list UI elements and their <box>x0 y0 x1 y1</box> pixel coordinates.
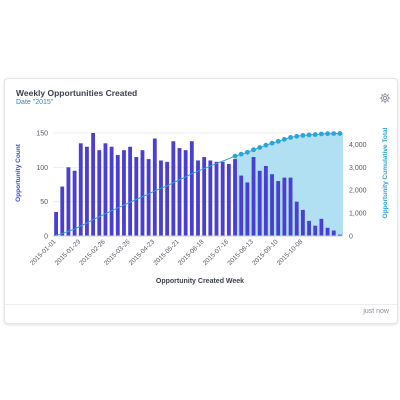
bar <box>239 175 244 236</box>
bar <box>85 146 89 236</box>
bar <box>214 161 219 236</box>
y2-tick-label: 1,000 <box>349 211 367 218</box>
bar <box>257 170 262 236</box>
gear-icon[interactable] <box>379 92 391 104</box>
chart-card: Weekly Opportunities Created Date "2015"… <box>4 78 398 324</box>
bar <box>325 227 330 236</box>
weekly-opportunities-chart: 0 50 100 150 0 1,000 2,000 3,000 4,000 2015-01-… <box>15 127 389 285</box>
bar <box>226 163 231 236</box>
bar <box>140 150 145 236</box>
bar <box>128 146 133 236</box>
cumulative-point <box>269 140 275 146</box>
bar <box>338 234 342 236</box>
bar <box>270 174 274 236</box>
x-axis-label: Opportunity Created Week <box>156 278 244 285</box>
y-tick-label: 0 <box>44 234 48 241</box>
bar <box>177 148 182 236</box>
bar <box>54 211 58 236</box>
bar <box>91 133 96 236</box>
x-tick-label: 2015-10-08 <box>276 238 305 267</box>
bar <box>66 167 71 236</box>
cumulative-point <box>300 133 306 138</box>
cumulative-points <box>232 131 343 159</box>
bar <box>134 157 139 236</box>
y2-tick-label: 0 <box>349 234 353 241</box>
y-tick-label: 100 <box>36 165 48 172</box>
bar <box>208 160 213 236</box>
bar <box>294 201 299 236</box>
cumulative-point <box>312 132 318 137</box>
y2-tick-label: 4,000 <box>349 142 367 149</box>
cumulative-point <box>337 131 343 136</box>
cumulative-point <box>257 145 263 150</box>
filter-subtitle[interactable]: Date "2015" <box>16 99 54 106</box>
bar <box>60 186 65 236</box>
cumulative-point <box>251 147 256 153</box>
y-axis-right: 0 1,000 2,000 3,000 4,000 <box>349 142 367 241</box>
cumulative-point <box>275 138 281 144</box>
bar <box>72 170 77 236</box>
bar <box>251 157 256 236</box>
bar <box>103 143 108 236</box>
bar <box>165 161 170 236</box>
cumulative-point <box>288 135 293 140</box>
bar <box>331 230 336 236</box>
cumulative-point <box>294 133 300 139</box>
card-title: Weekly Opportunities Created <box>16 88 138 98</box>
bar <box>196 160 200 236</box>
bar <box>313 225 318 236</box>
bar <box>288 177 293 236</box>
cumulative-point <box>244 149 250 155</box>
bar <box>171 141 176 236</box>
card-footer-divider <box>5 304 397 305</box>
cumulative-point <box>263 142 269 148</box>
y2-tick-label: 2,000 <box>349 188 367 195</box>
cumulative-point <box>281 136 287 142</box>
y-tick-label: 50 <box>40 199 48 206</box>
bar <box>245 182 250 236</box>
bar <box>282 177 287 236</box>
bar <box>159 160 163 236</box>
bar <box>122 150 126 236</box>
bar <box>78 143 83 236</box>
cumulative-point <box>319 131 324 137</box>
bar <box>300 209 305 236</box>
cumulative-point <box>306 132 312 138</box>
bar <box>263 165 268 236</box>
refresh-timestamp: just now <box>363 308 389 315</box>
cumulative-point <box>232 153 238 159</box>
y2-tick-label: 3,000 <box>349 165 367 172</box>
cumulative-point <box>325 131 330 137</box>
cumulative-point <box>331 131 337 136</box>
bar <box>189 141 194 236</box>
y2-axis-label: Opportunity Cumulative Total <box>382 127 389 218</box>
bar <box>109 146 114 236</box>
bar <box>276 181 281 236</box>
bar <box>146 159 151 236</box>
y-axis-left: 0 50 100 150 <box>36 131 48 241</box>
bar <box>152 138 157 236</box>
bar <box>319 218 324 236</box>
bar <box>202 157 207 236</box>
y-tick-label: 150 <box>36 131 48 138</box>
y-axis-label: Opportunity Count <box>15 143 22 202</box>
bar <box>115 154 120 236</box>
bar <box>233 159 237 236</box>
bar <box>307 220 311 236</box>
cumulative-point <box>238 151 244 157</box>
bar <box>183 150 188 236</box>
bar <box>97 150 102 236</box>
bars-group <box>54 133 342 236</box>
x-axis: 2015-01-012015-01-292015-02-262015-03-26… <box>29 235 343 267</box>
bar <box>220 161 225 236</box>
